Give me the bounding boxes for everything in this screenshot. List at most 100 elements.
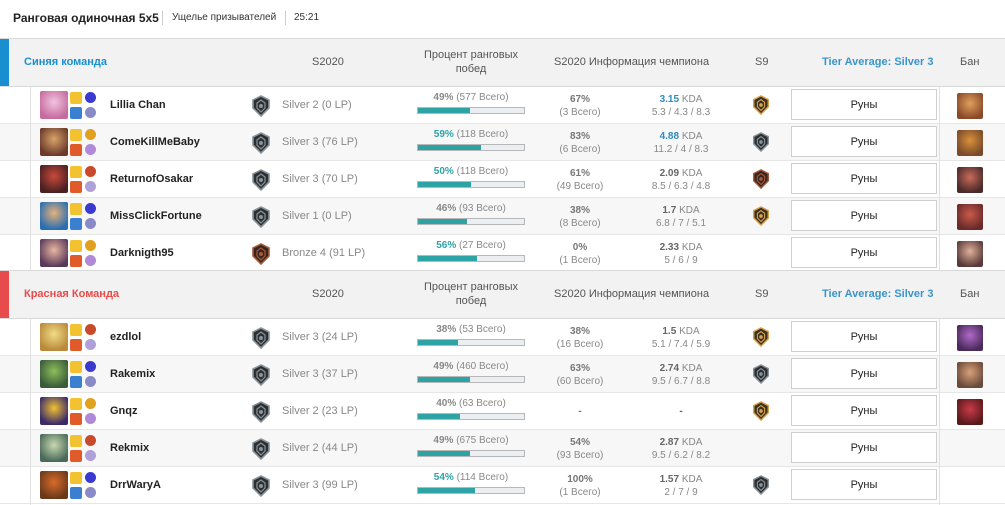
rune-icon[interactable] bbox=[85, 144, 96, 155]
silver-emblem-icon bbox=[250, 206, 272, 229]
champion-ban-icon[interactable] bbox=[957, 399, 983, 425]
rune-icon[interactable] bbox=[85, 324, 96, 335]
player-name[interactable]: ReturnofOsakar bbox=[110, 173, 194, 185]
runes-button[interactable]: Руны bbox=[791, 395, 937, 426]
summoner-spell-icon[interactable] bbox=[70, 413, 82, 425]
lillia-icon[interactable] bbox=[40, 91, 68, 119]
rune-icon[interactable] bbox=[85, 203, 96, 214]
summoner-spell-icon[interactable] bbox=[70, 361, 82, 373]
champion-icon[interactable] bbox=[40, 471, 68, 499]
player-name[interactable]: ComeKillMeBaby bbox=[110, 136, 200, 148]
runes-button[interactable]: Руны bbox=[791, 126, 937, 157]
summoner-spell-icon[interactable] bbox=[70, 203, 82, 215]
rune-icon[interactable] bbox=[85, 92, 96, 103]
rune-icon[interactable] bbox=[85, 166, 96, 177]
player-rank: Silver 3 (70 LP) bbox=[282, 173, 358, 185]
rune-icon[interactable] bbox=[85, 361, 96, 372]
summoner-spell-icon[interactable] bbox=[70, 144, 82, 156]
champion-icon[interactable] bbox=[40, 165, 68, 193]
silver-emblem-icon bbox=[250, 132, 272, 155]
summoner-spell-icon[interactable] bbox=[70, 107, 82, 119]
silver-emblem-icon bbox=[250, 438, 272, 461]
rune-icon[interactable] bbox=[85, 472, 96, 483]
player-name[interactable]: MissClickFortune bbox=[110, 210, 202, 222]
runes-button[interactable]: Руны bbox=[791, 89, 937, 120]
summoner-spell-icon[interactable] bbox=[70, 472, 82, 484]
summoner-spell-icon[interactable] bbox=[70, 255, 82, 267]
champion-icon[interactable] bbox=[40, 128, 68, 156]
player-name[interactable]: ezdlol bbox=[110, 331, 142, 343]
champion-icon[interactable] bbox=[40, 360, 68, 388]
champion-winrate: - bbox=[548, 405, 612, 418]
summoner-spell-icon[interactable] bbox=[70, 166, 82, 178]
champion-icon[interactable] bbox=[40, 239, 68, 267]
champion-ban-icon[interactable] bbox=[957, 362, 983, 388]
winrate-bar bbox=[417, 255, 525, 262]
champion-icon[interactable] bbox=[40, 397, 68, 425]
summoner-spell-icon[interactable] bbox=[70, 181, 82, 193]
player-name[interactable]: DrrWaryA bbox=[110, 479, 161, 491]
player-name[interactable]: Rekmix bbox=[110, 442, 150, 454]
rune-icon[interactable] bbox=[85, 398, 96, 409]
player-rank: Silver 3 (37 LP) bbox=[282, 368, 358, 380]
runes-button[interactable]: Руны bbox=[791, 469, 937, 500]
champion-ban-icon[interactable] bbox=[957, 130, 983, 156]
rune-icon[interactable] bbox=[85, 107, 96, 118]
rune-icon[interactable] bbox=[85, 413, 96, 424]
champion-ban-icon[interactable] bbox=[957, 204, 983, 230]
winrate-text: 49% (675 Всего) bbox=[417, 435, 525, 447]
rune-icon[interactable] bbox=[85, 240, 96, 251]
ranked-winrate: 38% (53 Всего) bbox=[417, 324, 525, 346]
winrate-bar bbox=[417, 450, 525, 457]
winrate-bar bbox=[417, 144, 525, 151]
rune-icon[interactable] bbox=[85, 255, 96, 266]
champion-games: (49 Всего) bbox=[556, 181, 604, 192]
champion-ban-icon[interactable] bbox=[957, 167, 983, 193]
summoner-spell-icon[interactable] bbox=[70, 487, 82, 499]
summoner-spell-icon[interactable] bbox=[70, 92, 82, 104]
summoner-spell-icon[interactable] bbox=[70, 324, 82, 336]
summoner-spell-icon[interactable] bbox=[70, 129, 82, 141]
runes-button[interactable]: Руны bbox=[791, 237, 937, 268]
summoner-spell-icon[interactable] bbox=[70, 240, 82, 252]
runes-button[interactable]: Руны bbox=[791, 432, 937, 463]
champion-icon[interactable] bbox=[40, 434, 68, 462]
champion-ban-icon[interactable] bbox=[957, 93, 983, 119]
summoner-spell-icon[interactable] bbox=[70, 435, 82, 447]
kda-label: KDA bbox=[681, 242, 703, 253]
champion-games: (16 Всего) bbox=[556, 339, 604, 350]
runes-button[interactable]: Руны bbox=[791, 200, 937, 231]
rune-icon[interactable] bbox=[85, 487, 96, 498]
rune-icon[interactable] bbox=[85, 450, 96, 461]
summoner-spell-icon[interactable] bbox=[70, 218, 82, 230]
champion-ban-icon[interactable] bbox=[957, 325, 983, 351]
rune-icon[interactable] bbox=[85, 181, 96, 192]
player-name[interactable]: Lillia Chan bbox=[110, 99, 166, 111]
runes-button[interactable]: Руны bbox=[791, 163, 937, 194]
runes-button[interactable]: Руны bbox=[791, 321, 937, 352]
summoner-spell-icon[interactable] bbox=[70, 398, 82, 410]
winrate-total: (577 Всего) bbox=[456, 92, 509, 103]
queue-type: Ранговая одиночная 5x5 bbox=[13, 11, 159, 25]
ranked-winrate: 49% (460 Всего) bbox=[417, 361, 525, 383]
team-header: Красная Команда S2020 Процент ранговых поб… bbox=[0, 270, 1005, 319]
rune-icon[interactable] bbox=[85, 339, 96, 350]
champion-icon[interactable] bbox=[40, 323, 68, 351]
winrate-total: (118 Всего) bbox=[456, 166, 509, 177]
champion-icon[interactable] bbox=[40, 202, 68, 230]
rune-icon[interactable] bbox=[85, 376, 96, 387]
runes-button[interactable]: Руны bbox=[791, 358, 937, 389]
player-name[interactable]: Darknigth95 bbox=[110, 247, 174, 259]
rune-icon[interactable] bbox=[85, 435, 96, 446]
player-row: Lillia Chan Silver 2 (0 LP) 49% (577 Всего… bbox=[0, 87, 1005, 124]
summoner-spell-icon[interactable] bbox=[70, 339, 82, 351]
rune-icon[interactable] bbox=[85, 218, 96, 229]
summoner-spell-icon[interactable] bbox=[70, 450, 82, 462]
champion-winrate-percent: 0% bbox=[572, 242, 588, 253]
summoner-spell-icon[interactable] bbox=[70, 376, 82, 388]
rune-icon[interactable] bbox=[85, 129, 96, 140]
player-name[interactable]: Rakemix bbox=[110, 368, 156, 380]
champion-winrate: 61% (49 Всего) bbox=[548, 167, 612, 193]
champion-ban-icon[interactable] bbox=[957, 241, 983, 267]
player-name[interactable]: Gnqz bbox=[110, 405, 138, 417]
